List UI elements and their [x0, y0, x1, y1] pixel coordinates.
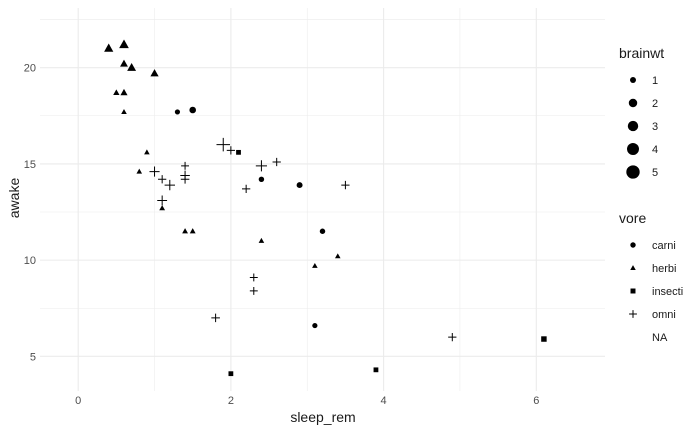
size-legend-label: 2: [652, 98, 658, 110]
y-tick-label: 5: [30, 351, 36, 363]
point-insecti: [228, 371, 234, 377]
point-carni: [189, 106, 196, 114]
point-omni: [158, 175, 167, 184]
shape-legend-label: omni: [652, 309, 676, 321]
point-herbi: [312, 262, 318, 268]
point-herbi: [189, 228, 196, 234]
point-herbi: [136, 168, 143, 174]
point-omni: [341, 180, 350, 190]
y-tick-label: 20: [24, 63, 36, 75]
point-carni: [174, 109, 181, 115]
point-carni: [312, 322, 318, 329]
shape-legend-label: NA: [652, 332, 668, 344]
point-omni: [181, 161, 190, 170]
size-legend-key: [627, 143, 639, 155]
shape-legend-label: insecti: [652, 286, 683, 298]
x-tick-label: 6: [533, 395, 539, 407]
size-legend-key: [627, 120, 639, 132]
point-omni: [272, 157, 281, 167]
point-herbi: [182, 228, 188, 234]
point-omni: [211, 313, 220, 323]
grid-lines: [40, 8, 605, 391]
shape-legend-label: carni: [652, 240, 676, 252]
point-carni: [258, 176, 265, 183]
size-legend-label: 1: [652, 75, 658, 87]
shape-legend-key-insecti: [630, 288, 636, 294]
y-tick-label: 10: [24, 255, 36, 267]
point-insecti: [541, 336, 547, 342]
size-legend-label: 5: [652, 167, 658, 179]
shape-legend-key-herbi: [630, 265, 636, 271]
shape-legend-label: herbi: [652, 263, 676, 275]
x-tick-labels: 0 2 4 6: [75, 395, 539, 407]
size-legend-title: brainwt: [619, 45, 664, 61]
point-herbi: [127, 62, 137, 71]
shape-legend-key-carni: [630, 242, 636, 248]
point-omni: [255, 160, 268, 172]
point-herbi: [120, 59, 128, 67]
point-insecti: [373, 367, 379, 373]
point-omni: [216, 137, 230, 152]
point-herbi: [159, 205, 166, 211]
shape-legend-title: vore: [619, 210, 646, 226]
point-herbi: [144, 149, 150, 155]
point-herbi: [121, 108, 127, 114]
point-herbi: [258, 237, 265, 243]
size-legend-key: [628, 98, 638, 108]
point-herbi: [119, 39, 129, 49]
point-insecti: [236, 149, 241, 155]
size-legend: brainwt 1 2 3 4 5: [619, 45, 664, 179]
point-omni: [249, 286, 258, 295]
y-axis-title: awake: [6, 178, 22, 219]
x-axis-title: sleep_rem: [290, 409, 355, 425]
shape-legend: vore carni herbi insecti omni NA: [619, 210, 683, 344]
point-omni: [164, 179, 175, 191]
point-herbi: [104, 43, 114, 52]
point-carni: [296, 182, 303, 189]
point-herbi: [150, 69, 159, 77]
point-carni: [319, 228, 326, 234]
x-tick-label: 0: [75, 395, 81, 407]
x-tick-label: 4: [381, 395, 387, 407]
size-legend-key: [626, 165, 640, 179]
y-tick-label: 15: [24, 159, 36, 171]
size-legend-key: [630, 77, 636, 83]
data-points: [104, 39, 547, 377]
x-tick-label: 2: [228, 395, 234, 407]
point-herbi: [120, 88, 128, 96]
shape-legend-key-omni: [629, 310, 637, 318]
size-legend-label: 4: [652, 144, 658, 156]
y-tick-labels: 5 10 15 20: [24, 63, 36, 364]
point-omni: [149, 166, 160, 177]
point-herbi: [334, 253, 341, 259]
point-omni: [242, 184, 251, 194]
point-herbi: [113, 89, 120, 95]
point-omni: [180, 174, 190, 184]
point-omni: [249, 273, 258, 282]
size-legend-label: 3: [652, 121, 658, 133]
point-omni: [157, 195, 168, 206]
point-omni: [226, 146, 236, 155]
point-omni: [448, 332, 457, 342]
